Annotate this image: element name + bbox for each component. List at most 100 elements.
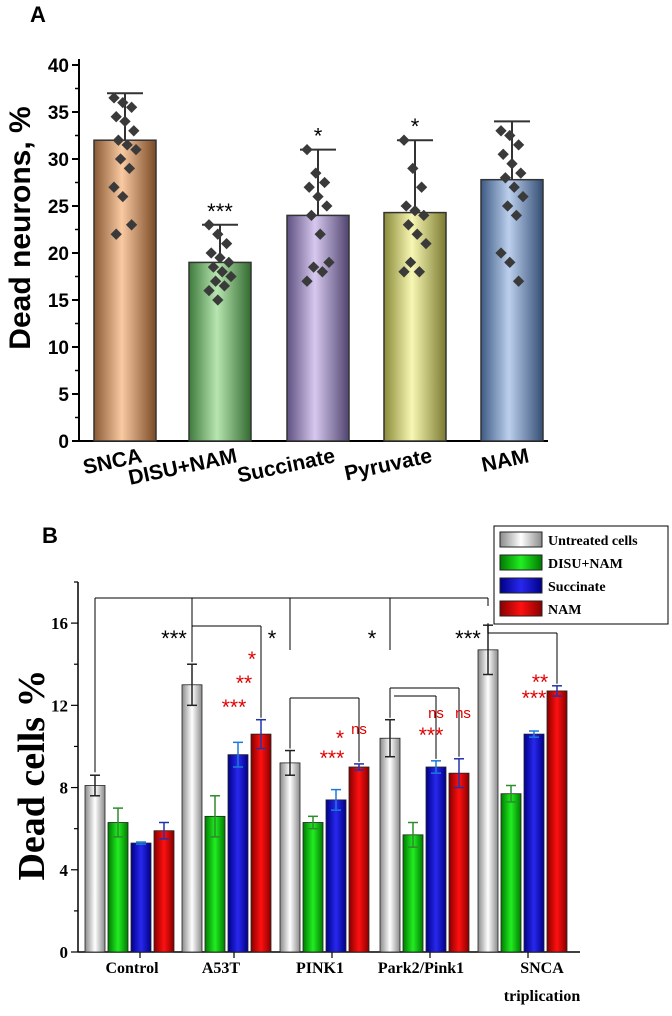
panel-b-treatment-significance: *** xyxy=(522,687,547,710)
panel-b-bar-untreated-cells xyxy=(477,649,499,953)
panel-a-category-label: NAM xyxy=(479,444,531,476)
panel-a-data-point xyxy=(212,228,224,240)
panel-a-y-tick-label: 10 xyxy=(48,338,69,359)
panel-a-data-point xyxy=(510,209,523,222)
panel-a-data-point xyxy=(398,266,410,278)
legend-label: DISU+NAM xyxy=(548,557,623,572)
panel-b-treatment-significance: * xyxy=(336,727,344,750)
legend-swatch xyxy=(499,600,543,617)
panel-a-data-point xyxy=(314,228,326,240)
panel-b-bar-untreated-cells xyxy=(181,684,203,953)
panel-b-treatment-significance: *** xyxy=(419,724,444,747)
panel-a-data-point xyxy=(316,266,329,278)
panel-a-label: A xyxy=(30,2,46,27)
panel-a-data-point xyxy=(418,209,430,222)
panel-a-y-tick-label: 15 xyxy=(48,291,70,312)
panel-a-y-tick-label: 5 xyxy=(58,385,69,406)
panel-b-treatment-significance: * xyxy=(248,648,256,671)
panel-b-bar-nam xyxy=(546,690,568,953)
panel-a-data-point xyxy=(303,181,315,193)
panel-b-treatment-significance: ** xyxy=(236,672,252,695)
panel-b-bar-untreated-cells xyxy=(379,737,401,953)
panel-a-data-point xyxy=(318,176,331,189)
panel-a-y-tick-label: 35 xyxy=(48,103,70,124)
panel-a-data-point xyxy=(212,294,224,306)
panel-b-y-tick-label: 4 xyxy=(60,861,69,880)
panel-b-y-tick-label: 0 xyxy=(60,943,69,962)
panel-b-category-a53t: A53T xyxy=(202,960,241,977)
panel-a-y-tick-label: 30 xyxy=(48,150,69,171)
panel-b-group-significance: *** xyxy=(455,626,481,651)
panel-a-data-point xyxy=(499,172,512,184)
panel-b-bar-succinate xyxy=(130,842,152,953)
panel-a-data-point xyxy=(301,275,313,287)
legend: Untreated cells DISU+NAM Succinate NAM xyxy=(493,525,669,625)
panel-b-treatment-significance: ns xyxy=(455,705,471,722)
panel-a-data-point xyxy=(301,143,313,156)
panel-a-data-point xyxy=(402,219,415,231)
panel-b-category-snca-line1: SNCA xyxy=(520,960,564,977)
panel-b-bar-nam xyxy=(153,830,175,953)
panel-b-bar-disu-nam xyxy=(500,793,522,953)
legend-swatch xyxy=(499,577,543,594)
panel-b-category-park2-pink1: Park2/Pink1 xyxy=(378,960,464,977)
panel-a-data-point xyxy=(203,284,215,297)
panel-b-bar-untreated-cells xyxy=(279,762,301,953)
panel-a-significance: *** xyxy=(207,199,233,224)
panel-a-data-point xyxy=(310,167,322,179)
panel-b-label: B xyxy=(42,523,58,548)
panel-a-significance: * xyxy=(314,124,323,149)
panel-b-bar-succinate xyxy=(425,766,447,953)
panel-a-data-point xyxy=(400,200,412,212)
panel-b-bar-disu-nam xyxy=(107,822,129,953)
panel-a-data-point xyxy=(517,190,529,203)
panel-b-y-tick-label: 16 xyxy=(51,614,68,633)
panel-a-data-point xyxy=(413,266,426,278)
panel-a-bar-nam xyxy=(480,178,544,442)
panel-a-data-point xyxy=(125,219,138,231)
panel-b-category-pink1: PINK1 xyxy=(296,960,344,977)
panel-a-significance: * xyxy=(411,114,420,139)
panel-b-y-tick-label: 12 xyxy=(51,696,68,715)
panel-a-data-point xyxy=(123,162,136,175)
panel-a-data-point xyxy=(323,256,335,269)
panel-a-data-point xyxy=(512,275,525,287)
panel-a-data-point xyxy=(209,275,222,287)
panel-b-bar-nam xyxy=(348,766,370,953)
panel-a-y-tick-label: 25 xyxy=(48,197,70,218)
panel-a-category-label: DISU+NAM xyxy=(126,444,239,489)
panel-a-bar-snca xyxy=(93,139,157,442)
panel-a-data-point xyxy=(512,139,525,151)
panel-a-data-point xyxy=(501,200,514,212)
panel-a-data-point xyxy=(411,228,423,240)
panel-a-data-point xyxy=(506,158,518,170)
panel-a-data-point xyxy=(415,181,428,193)
panel-a-data-point xyxy=(203,219,215,231)
panel-a-chart: 0510152025303540SNCA***DISU+NAM*Succinat… xyxy=(48,56,548,490)
panel-b-bar-nam xyxy=(250,733,272,953)
panel-a-data-point xyxy=(515,167,527,179)
legend-label: Untreated cells xyxy=(548,534,638,549)
panel-a-category-label: Succinate xyxy=(235,444,337,487)
panel-a-data-point xyxy=(207,261,220,273)
panel-a-y-tick-label: 20 xyxy=(48,244,69,265)
panel-a-data-point xyxy=(398,134,410,146)
panel-a-data-point xyxy=(504,129,516,142)
panel-b-bar-succinate xyxy=(227,754,249,953)
panel-b-y-axis-label: Dead cells % xyxy=(11,669,53,880)
panel-a-bar-disu-nam xyxy=(188,261,252,442)
panel-a-data-point xyxy=(407,162,419,175)
panel-a-data-point xyxy=(404,256,417,269)
panel-a-data-point xyxy=(508,181,520,193)
panel-b-treatment-significance: *** xyxy=(320,747,345,770)
panel-a-data-point xyxy=(223,256,235,269)
panel-a-category-label: Pyruvate xyxy=(342,444,434,485)
panel-b-bar-nam xyxy=(448,772,470,953)
panel-b-category-control: Control xyxy=(105,960,159,977)
panel-b-group-significance: *** xyxy=(161,626,187,651)
panel-b-group-significance: * xyxy=(268,626,277,651)
panel-b-bar-succinate xyxy=(325,799,347,953)
panel-a-data-point xyxy=(216,266,228,278)
legend-label: Succinate xyxy=(548,580,606,595)
panel-a-bar-pyruvate xyxy=(383,211,447,442)
